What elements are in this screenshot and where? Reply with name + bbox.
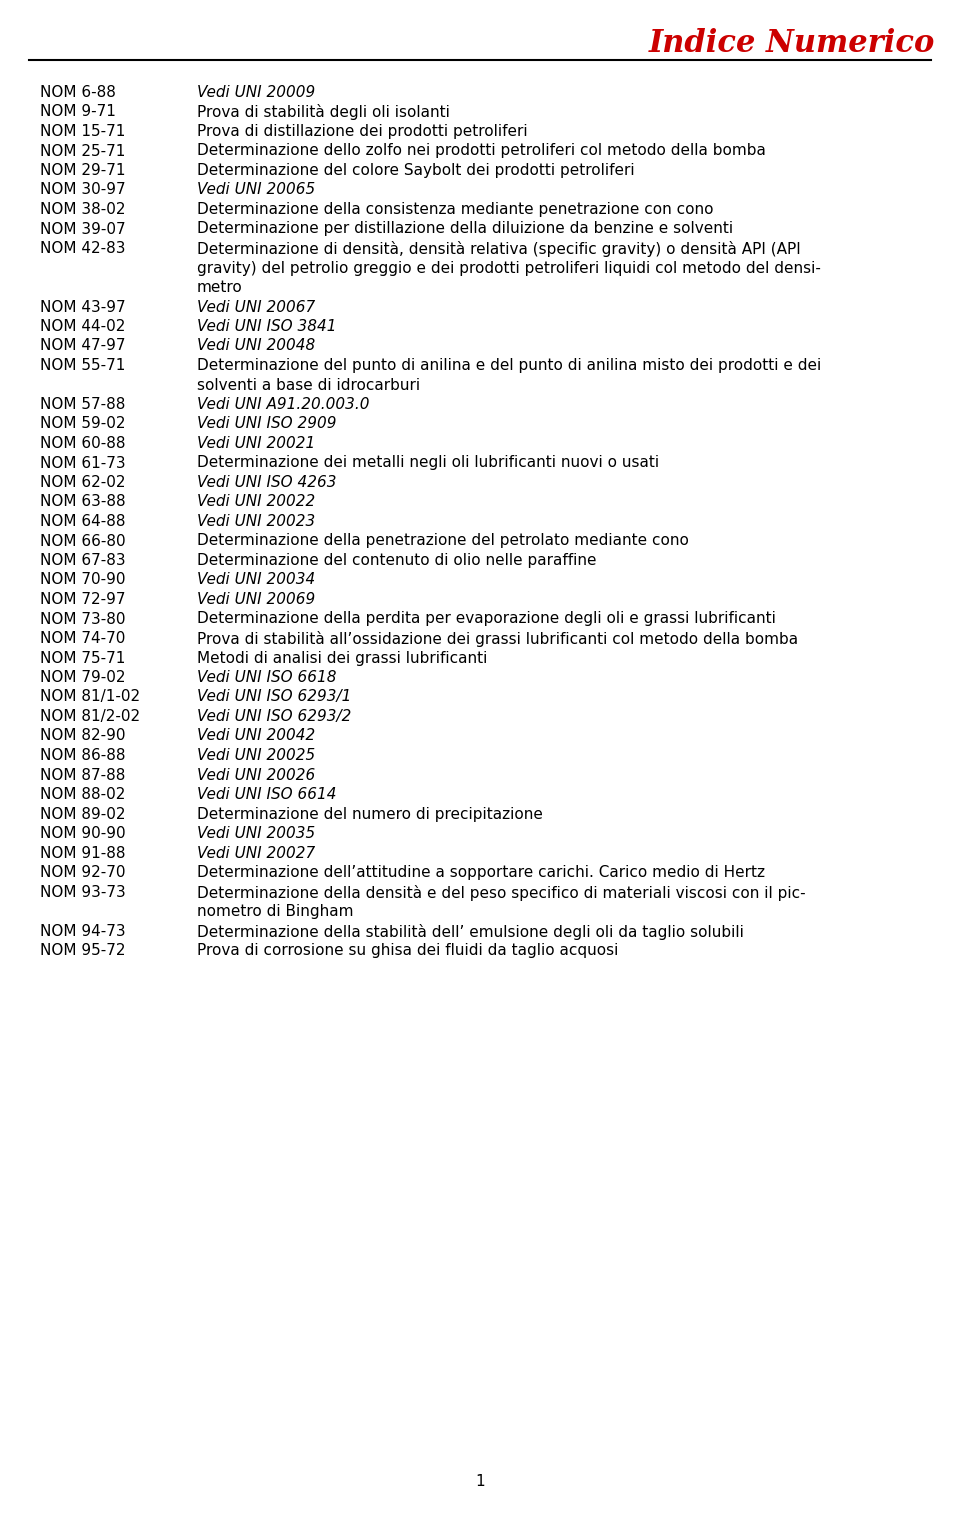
Text: NOM 62-02: NOM 62-02	[40, 475, 126, 490]
Text: NOM 64-88: NOM 64-88	[40, 514, 126, 529]
Text: Vedi UNI ISO 6614: Vedi UNI ISO 6614	[197, 787, 336, 802]
Text: Vedi UNI 20069: Vedi UNI 20069	[197, 593, 315, 606]
Text: Determinazione del punto di anilina e del punto di anilina misto dei prodotti e : Determinazione del punto di anilina e de…	[197, 358, 821, 373]
Text: NOM 44-02: NOM 44-02	[40, 318, 126, 334]
Text: Vedi UNI 20021: Vedi UNI 20021	[197, 437, 315, 450]
Text: Determinazione della perdita per evaporazione degli oli e grassi lubrificanti: Determinazione della perdita per evapora…	[197, 611, 776, 626]
Text: NOM 81/2-02: NOM 81/2-02	[40, 709, 140, 725]
Text: NOM 38-02: NOM 38-02	[40, 202, 126, 217]
Text: Vedi UNI ISO 6618: Vedi UNI ISO 6618	[197, 670, 336, 685]
Text: Prova di corrosione su ghisa dei fluidi da taglio acquosi: Prova di corrosione su ghisa dei fluidi …	[197, 943, 618, 958]
Text: NOM 29-71: NOM 29-71	[40, 164, 126, 177]
Text: Vedi UNI ISO 6293/1: Vedi UNI ISO 6293/1	[197, 690, 351, 705]
Text: NOM 82-90: NOM 82-90	[40, 729, 126, 743]
Text: NOM 47-97: NOM 47-97	[40, 338, 126, 353]
Text: Metodi di analisi dei grassi lubrificanti: Metodi di analisi dei grassi lubrificant…	[197, 650, 487, 666]
Text: Vedi UNI 20025: Vedi UNI 20025	[197, 747, 315, 763]
Text: 1: 1	[475, 1474, 485, 1489]
Text: Determinazione di densità, densità relativa (specific gravity) o densità API (AP: Determinazione di densità, densità relat…	[197, 241, 801, 258]
Text: NOM 86-88: NOM 86-88	[40, 747, 126, 763]
Text: Vedi UNI 20048: Vedi UNI 20048	[197, 338, 315, 353]
Text: NOM 90-90: NOM 90-90	[40, 826, 126, 841]
Text: Determinazione dell’attitudine a sopportare carichi. Carico medio di Hertz: Determinazione dell’attitudine a sopport…	[197, 866, 765, 879]
Text: Vedi UNI 20027: Vedi UNI 20027	[197, 846, 315, 861]
Text: NOM 72-97: NOM 72-97	[40, 593, 126, 606]
Text: NOM 43-97: NOM 43-97	[40, 300, 126, 314]
Text: Determinazione della penetrazione del petrolato mediante cono: Determinazione della penetrazione del pe…	[197, 534, 688, 549]
Text: Vedi UNI A91.20.003.0: Vedi UNI A91.20.003.0	[197, 397, 370, 412]
Text: NOM 81/1-02: NOM 81/1-02	[40, 690, 140, 705]
Text: Vedi UNI 20023: Vedi UNI 20023	[197, 514, 315, 529]
Text: NOM 88-02: NOM 88-02	[40, 787, 126, 802]
Text: Determinazione del contenuto di olio nelle paraffine: Determinazione del contenuto di olio nel…	[197, 553, 596, 568]
Text: Determinazione dei metalli negli oli lubrificanti nuovi o usati: Determinazione dei metalli negli oli lub…	[197, 455, 659, 470]
Text: Indice Numerico: Indice Numerico	[649, 27, 935, 59]
Text: Vedi UNI 20022: Vedi UNI 20022	[197, 494, 315, 509]
Text: Vedi UNI 20042: Vedi UNI 20042	[197, 729, 315, 743]
Text: NOM 66-80: NOM 66-80	[40, 534, 126, 549]
Text: NOM 95-72: NOM 95-72	[40, 943, 126, 958]
Text: NOM 57-88: NOM 57-88	[40, 397, 126, 412]
Text: Determinazione per distillazione della diluizione da benzine e solventi: Determinazione per distillazione della d…	[197, 221, 732, 236]
Text: Prova di stabilità degli oli isolanti: Prova di stabilità degli oli isolanti	[197, 105, 449, 120]
Text: NOM 55-71: NOM 55-71	[40, 358, 126, 373]
Text: Vedi UNI 20035: Vedi UNI 20035	[197, 826, 315, 841]
Text: Vedi UNI 20034: Vedi UNI 20034	[197, 573, 315, 588]
Text: NOM 91-88: NOM 91-88	[40, 846, 126, 861]
Text: NOM 92-70: NOM 92-70	[40, 866, 126, 879]
Text: NOM 60-88: NOM 60-88	[40, 437, 126, 450]
Text: Vedi UNI 20067: Vedi UNI 20067	[197, 300, 315, 314]
Text: Vedi UNI 20009: Vedi UNI 20009	[197, 85, 315, 100]
Text: Determinazione della consistenza mediante penetrazione con cono: Determinazione della consistenza mediant…	[197, 202, 713, 217]
Text: Vedi UNI 20026: Vedi UNI 20026	[197, 767, 315, 782]
Text: NOM 94-73: NOM 94-73	[40, 923, 126, 938]
Text: NOM 6-88: NOM 6-88	[40, 85, 116, 100]
Text: Determinazione del colore Saybolt dei prodotti petroliferi: Determinazione del colore Saybolt dei pr…	[197, 164, 635, 177]
Text: NOM 30-97: NOM 30-97	[40, 182, 126, 197]
Text: metro: metro	[197, 280, 243, 296]
Text: Determinazione dello zolfo nei prodotti petroliferi col metodo della bomba: Determinazione dello zolfo nei prodotti …	[197, 144, 766, 159]
Text: Determinazione della stabilità dell’ emulsione degli oli da taglio solubili: Determinazione della stabilità dell’ emu…	[197, 923, 744, 940]
Text: Prova di stabilità all’ossidazione dei grassi lubrificanti col metodo della bomb: Prova di stabilità all’ossidazione dei g…	[197, 631, 798, 647]
Text: NOM 39-07: NOM 39-07	[40, 221, 126, 236]
Text: NOM 75-71: NOM 75-71	[40, 650, 126, 666]
Text: NOM 63-88: NOM 63-88	[40, 494, 126, 509]
Text: NOM 70-90: NOM 70-90	[40, 573, 126, 588]
Text: NOM 67-83: NOM 67-83	[40, 553, 126, 568]
Text: Vedi UNI ISO 6293/2: Vedi UNI ISO 6293/2	[197, 709, 351, 725]
Text: NOM 79-02: NOM 79-02	[40, 670, 126, 685]
Text: Prova di distillazione dei prodotti petroliferi: Prova di distillazione dei prodotti petr…	[197, 124, 527, 139]
Text: NOM 61-73: NOM 61-73	[40, 455, 126, 470]
Text: NOM 87-88: NOM 87-88	[40, 767, 126, 782]
Text: NOM 42-83: NOM 42-83	[40, 241, 126, 256]
Text: NOM 74-70: NOM 74-70	[40, 631, 126, 646]
Text: Determinazione del numero di precipitazione: Determinazione del numero di precipitazi…	[197, 807, 542, 822]
Text: solventi a base di idrocarburi: solventi a base di idrocarburi	[197, 377, 420, 393]
Text: gravity) del petrolio greggio e dei prodotti petroliferi liquidi col metodo del : gravity) del petrolio greggio e dei prod…	[197, 261, 821, 276]
Text: NOM 15-71: NOM 15-71	[40, 124, 126, 139]
Text: NOM 59-02: NOM 59-02	[40, 417, 126, 432]
Text: NOM 9-71: NOM 9-71	[40, 105, 116, 120]
Text: NOM 25-71: NOM 25-71	[40, 144, 126, 159]
Text: Vedi UNI 20065: Vedi UNI 20065	[197, 182, 315, 197]
Text: NOM 93-73: NOM 93-73	[40, 884, 126, 899]
Text: Vedi UNI ISO 2909: Vedi UNI ISO 2909	[197, 417, 336, 432]
Text: NOM 89-02: NOM 89-02	[40, 807, 126, 822]
Text: Determinazione della densità e del peso specifico di materiali viscosi con il pi: Determinazione della densità e del peso …	[197, 884, 805, 901]
Text: Vedi UNI ISO 4263: Vedi UNI ISO 4263	[197, 475, 336, 490]
Text: nometro di Bingham: nometro di Bingham	[197, 904, 353, 919]
Text: Vedi UNI ISO 3841: Vedi UNI ISO 3841	[197, 318, 336, 334]
Text: NOM 73-80: NOM 73-80	[40, 611, 126, 626]
